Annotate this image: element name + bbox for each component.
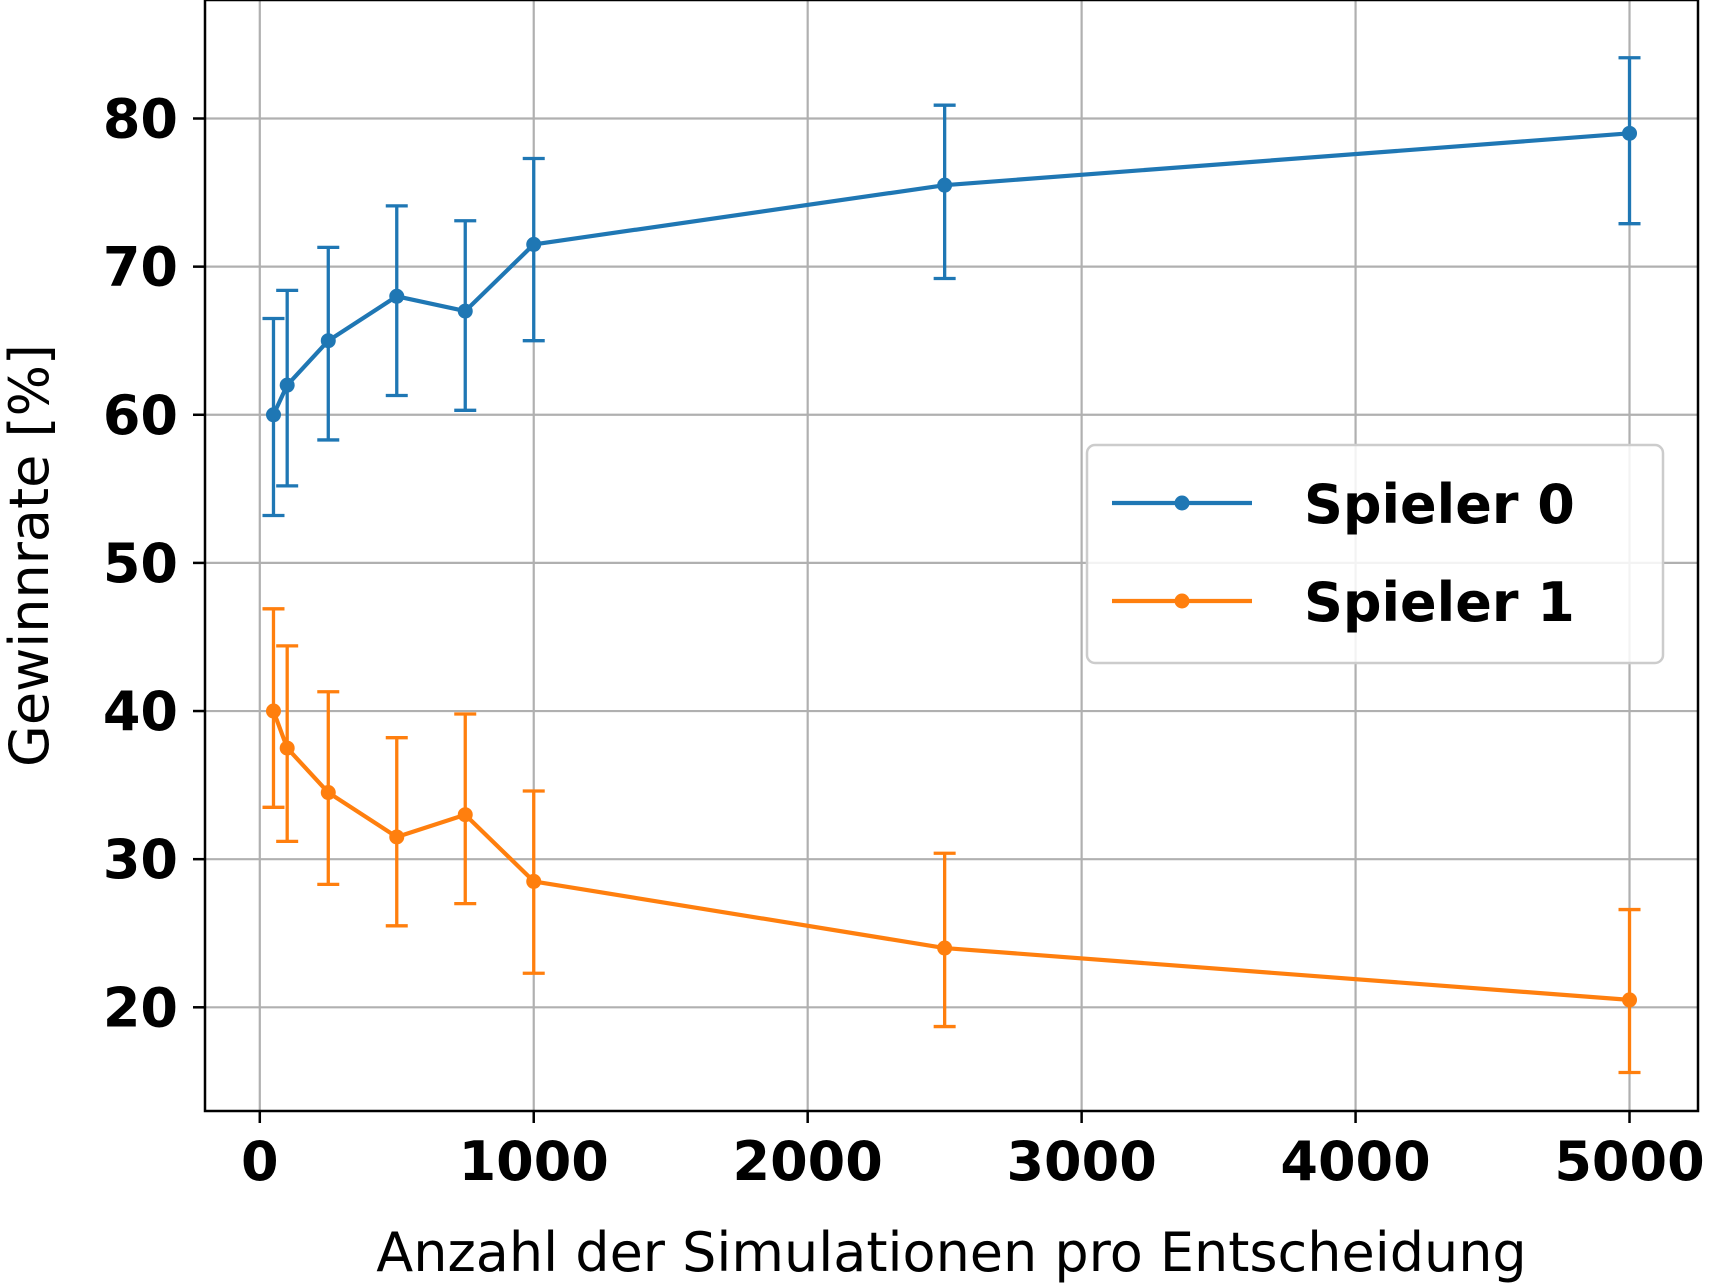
- data-point: [1622, 992, 1638, 1008]
- x-tick-label: 5000: [1554, 1130, 1704, 1193]
- legend-marker: [1174, 495, 1190, 511]
- data-point: [279, 377, 295, 393]
- data-point: [937, 177, 953, 193]
- data-point: [937, 940, 953, 956]
- y-tick-label: 80: [103, 88, 178, 151]
- series-layer: [262, 56, 1641, 1075]
- y-tick-label: 30: [103, 828, 178, 891]
- data-point: [265, 407, 281, 423]
- y-axis-label: Gewinnrate [%]: [0, 344, 61, 767]
- series-0: [262, 56, 1641, 518]
- legend-label: Spieler 1: [1304, 571, 1575, 634]
- series-line: [271, 710, 1630, 1002]
- x-tick-label: 2000: [733, 1130, 883, 1193]
- series-line: [271, 131, 1630, 416]
- x-tick-label: 0: [241, 1130, 279, 1193]
- data-point: [389, 288, 405, 304]
- legend-entry: Spieler 1: [1112, 571, 1575, 634]
- ticks: 0 1000 2000 3000 4000 5000 20 30 40 50 60 70 80: [103, 88, 1705, 1193]
- data-point: [1622, 125, 1638, 141]
- x-tick-label: 3000: [1006, 1130, 1156, 1193]
- legend-box: [1085, 443, 1665, 665]
- data-point: [389, 829, 405, 845]
- plot-frame: [203, 0, 1700, 1113]
- x-tick-label: 1000: [459, 1130, 609, 1193]
- y-tick-label: 50: [103, 532, 178, 595]
- x-axis-label: Anzahl der Simulationen pro Entscheidung: [376, 1221, 1526, 1284]
- x-tick-label: 4000: [1280, 1130, 1430, 1193]
- legend-entry: Spieler 0: [1112, 473, 1575, 536]
- y-tick-label: 70: [103, 236, 178, 299]
- data-point: [320, 333, 336, 349]
- y-tick-label: 60: [103, 384, 178, 447]
- data-point: [526, 873, 542, 889]
- data-point: [457, 807, 473, 823]
- data-point: [265, 703, 281, 719]
- legend: Spieler 0 Spieler 1: [1085, 443, 1665, 665]
- error-bar: [1618, 907, 1641, 1075]
- data-point: [320, 785, 336, 801]
- y-tick-label: 40: [103, 680, 178, 743]
- legend-marker: [1174, 593, 1190, 609]
- data-point: [457, 303, 473, 319]
- y-tick-label: 20: [103, 976, 178, 1039]
- series-1: [262, 607, 1641, 1075]
- legend-label: Spieler 0: [1304, 473, 1575, 536]
- data-point: [526, 236, 542, 252]
- data-point: [279, 740, 295, 756]
- error-bar: [933, 851, 956, 1029]
